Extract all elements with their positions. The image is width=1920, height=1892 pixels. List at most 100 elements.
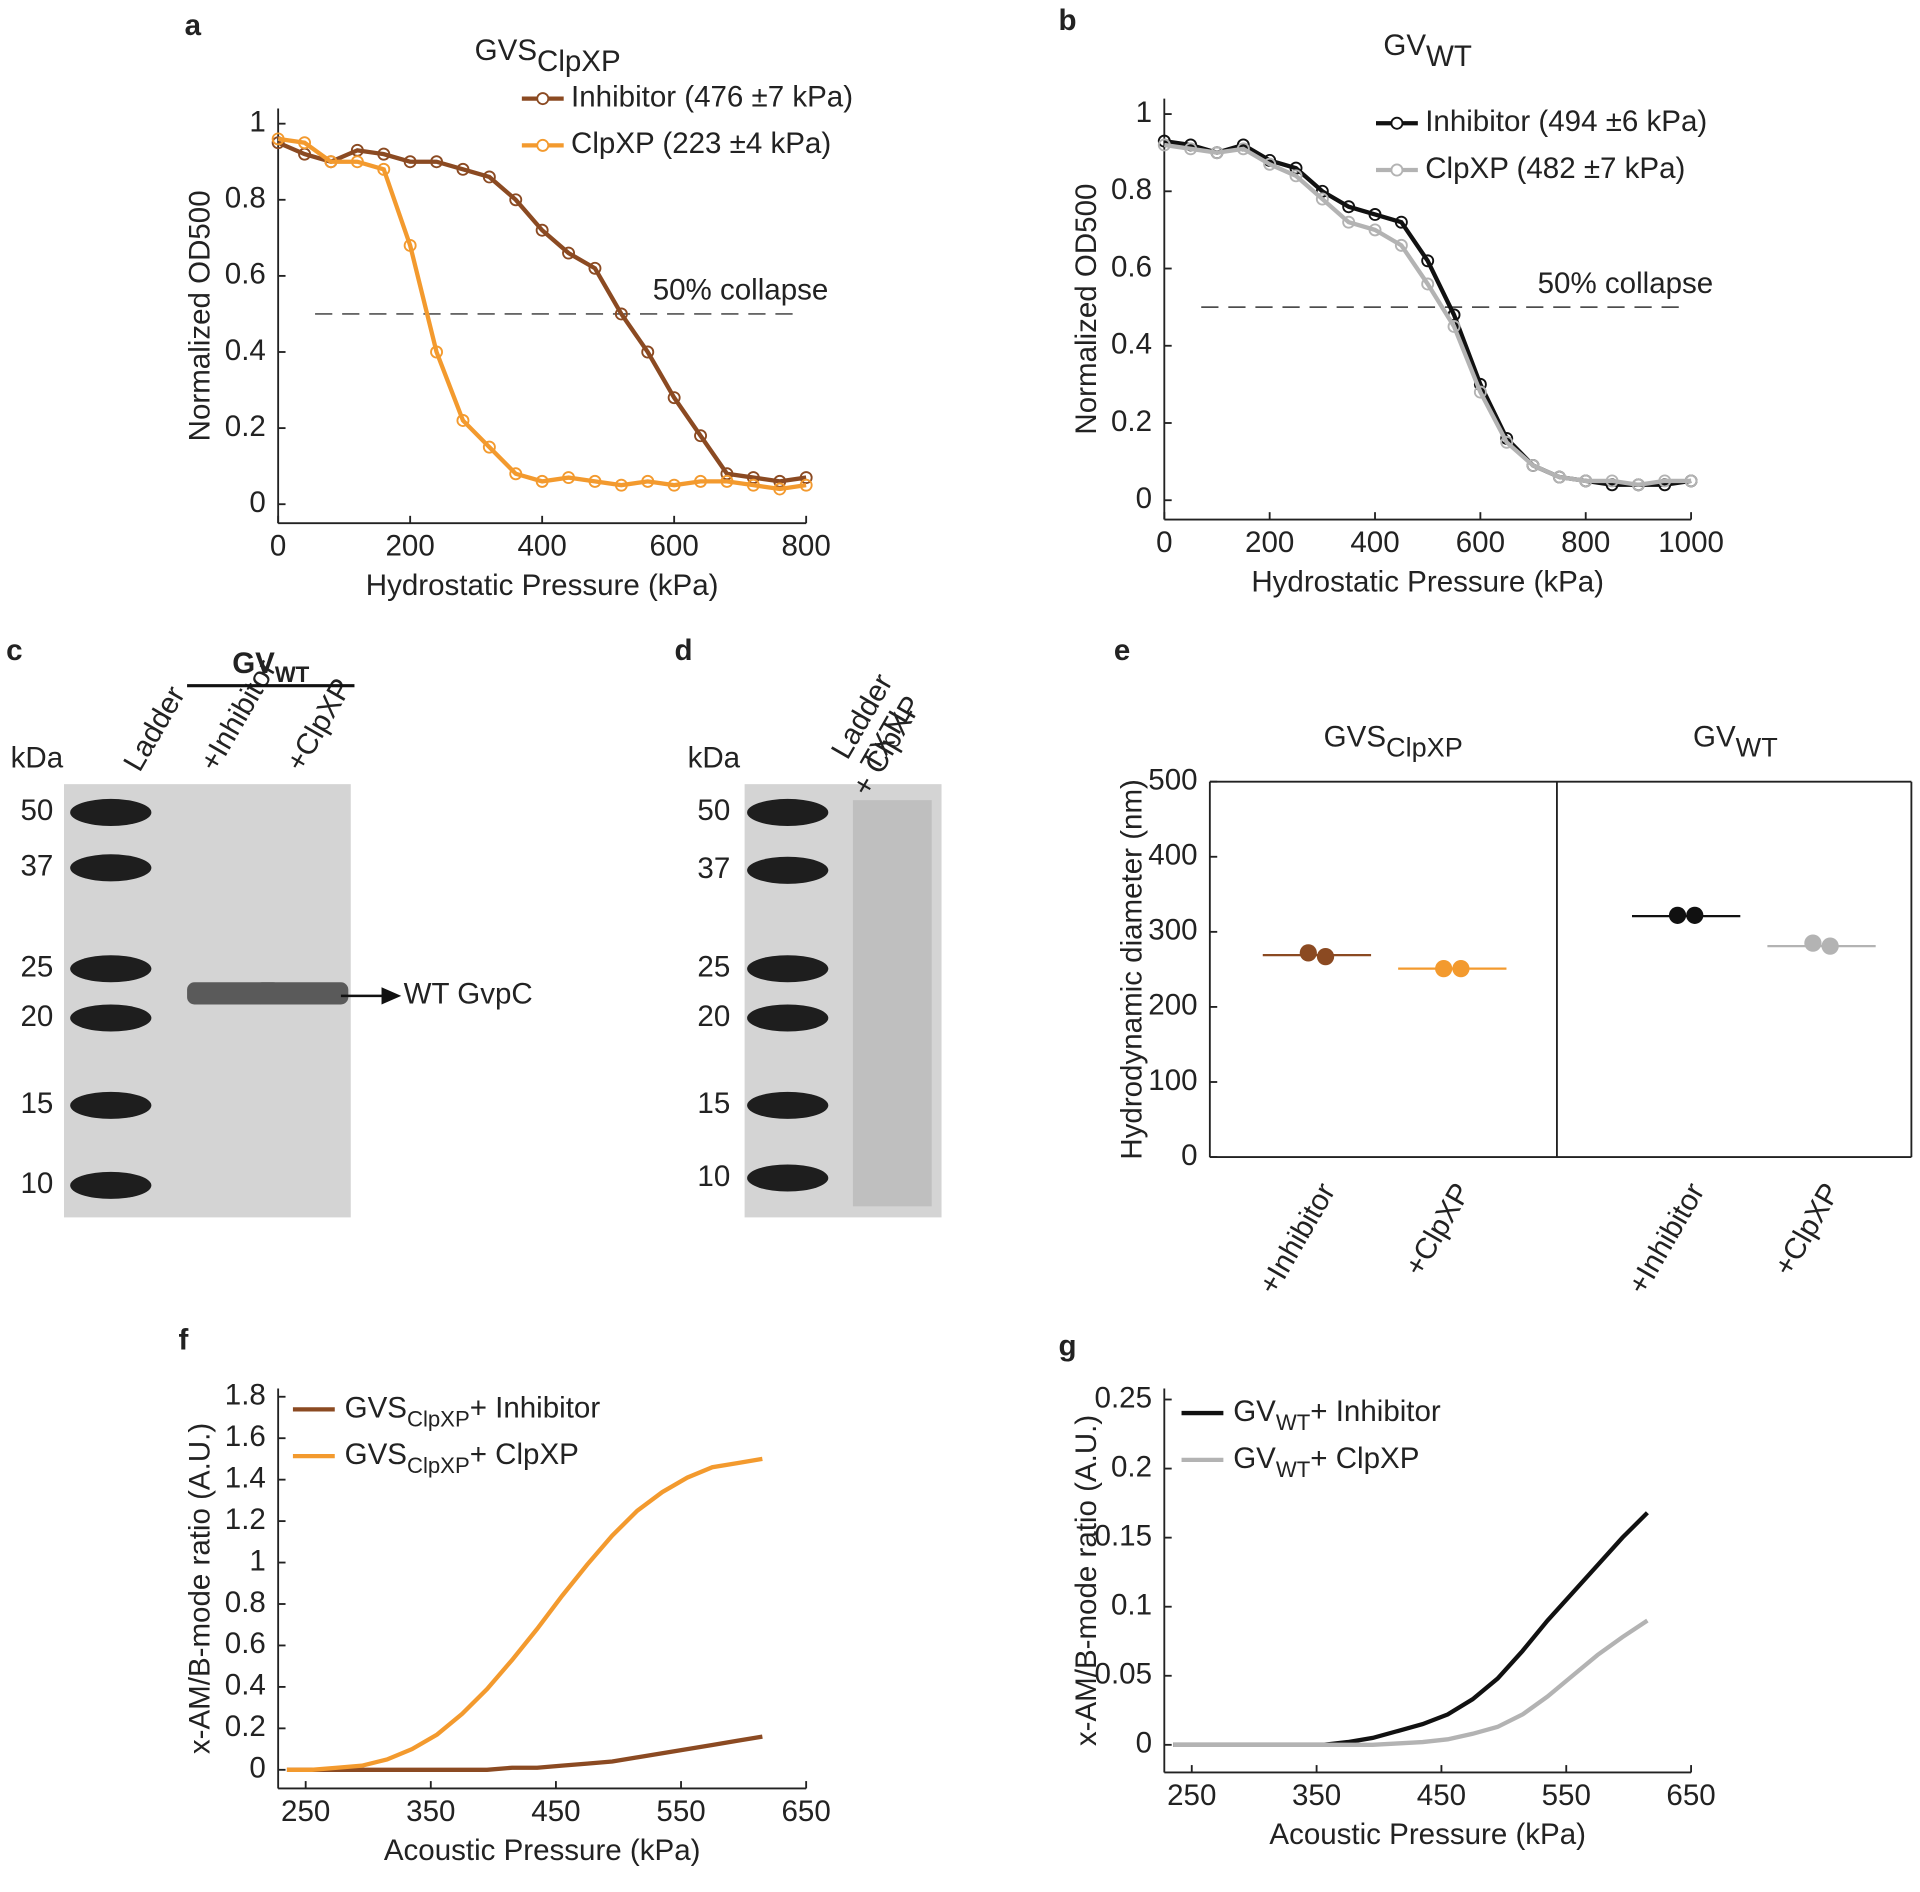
y-axis-label: Normalized OD500 bbox=[1070, 184, 1103, 435]
data-point bbox=[535, 474, 549, 488]
data-point bbox=[1821, 937, 1839, 955]
y-tick-label: 0 bbox=[1136, 482, 1152, 515]
y-tick-label: 0.4 bbox=[225, 1669, 266, 1702]
ladder-band bbox=[70, 1091, 152, 1119]
legend-marker bbox=[536, 138, 550, 152]
data-point bbox=[588, 474, 602, 488]
ladder-band bbox=[747, 1004, 829, 1032]
chart-title: GVWT bbox=[1383, 29, 1472, 73]
arrow-head bbox=[381, 987, 402, 1005]
data-point bbox=[324, 155, 338, 169]
x-tick-label: 600 bbox=[1456, 526, 1505, 559]
ladder-band bbox=[70, 1171, 152, 1199]
data-point bbox=[746, 478, 760, 492]
legend-label: GVWT+ Inhibitor bbox=[1233, 1395, 1441, 1435]
y-tick-label: 0.8 bbox=[1111, 173, 1152, 206]
x-tick-label: 600 bbox=[650, 530, 699, 563]
y-tick-label: 0.8 bbox=[225, 1586, 266, 1619]
group-label-part: GVS bbox=[1324, 720, 1386, 753]
x-tick-label: 0 bbox=[1156, 526, 1172, 559]
data-point bbox=[271, 132, 285, 146]
data-point bbox=[1299, 944, 1317, 962]
data-point bbox=[799, 478, 813, 492]
y-tick-label: 1 bbox=[249, 105, 265, 138]
legend-label-part: WT bbox=[1276, 1457, 1311, 1482]
legend-label-part: ClpXP bbox=[407, 1453, 470, 1478]
group-label: GVSClpXP bbox=[1324, 720, 1463, 762]
data-point bbox=[298, 136, 312, 150]
y-tick-label: 0.2 bbox=[1111, 1450, 1152, 1483]
series-line bbox=[277, 140, 807, 484]
marker-label: 15 bbox=[21, 1087, 54, 1120]
data-point bbox=[1658, 474, 1672, 488]
x-tick-label: +ClpXP bbox=[1398, 1178, 1477, 1282]
data-point bbox=[1473, 385, 1487, 399]
y-tick-label: 0.25 bbox=[1095, 1381, 1152, 1414]
y-tick-label: 0.4 bbox=[225, 334, 266, 367]
arrow-label: WT GvpC bbox=[404, 978, 533, 1011]
x-tick-label: 650 bbox=[1666, 1779, 1715, 1812]
data-point bbox=[1435, 960, 1453, 978]
y-tick-label: 0.6 bbox=[1111, 250, 1152, 283]
data-point bbox=[667, 478, 681, 492]
data-point bbox=[1526, 459, 1540, 472]
marker-label: 50 bbox=[21, 794, 54, 827]
x-tick-label: 800 bbox=[782, 530, 831, 563]
data-point bbox=[1804, 934, 1822, 952]
data-point bbox=[1579, 474, 1593, 488]
marker-label: 10 bbox=[697, 1160, 730, 1193]
x-tick-label: 350 bbox=[406, 1795, 455, 1828]
legend-label-part: + ClpXP bbox=[1310, 1442, 1419, 1475]
data-point bbox=[1315, 192, 1329, 206]
legend-label: ClpXP (223 ±4 kPa) bbox=[571, 127, 831, 160]
data-point bbox=[1289, 169, 1303, 183]
legend-label: Inhibitor (494 ±6 kPa) bbox=[1425, 105, 1707, 138]
data-point bbox=[641, 474, 655, 488]
unit-label: kDa bbox=[11, 741, 64, 774]
lane-label: +ClpXP bbox=[280, 673, 359, 777]
ladder-band bbox=[747, 856, 829, 884]
data-point bbox=[1316, 948, 1335, 966]
group-label-part: GV bbox=[1693, 720, 1736, 753]
data-point bbox=[509, 467, 523, 481]
x-axis-label: Hydrostatic Pressure (kPa) bbox=[366, 569, 719, 602]
data-point bbox=[1605, 474, 1619, 488]
series-line bbox=[1163, 138, 1692, 487]
data-point bbox=[1394, 215, 1408, 229]
data-point bbox=[1500, 435, 1514, 449]
chart-title-part: GVS bbox=[475, 34, 537, 67]
marker-label: 20 bbox=[21, 1000, 54, 1033]
data-point bbox=[694, 429, 708, 443]
legend-label-part: + Inhibitor bbox=[1310, 1395, 1441, 1428]
x-tick-label: 550 bbox=[656, 1795, 705, 1828]
y-tick-label: 0 bbox=[1181, 1139, 1197, 1172]
series-line bbox=[1163, 142, 1692, 487]
chart-title: GVSClpXP bbox=[475, 34, 621, 78]
data-point bbox=[1684, 474, 1698, 488]
data-point bbox=[403, 155, 417, 169]
data-point bbox=[773, 482, 787, 496]
data-point bbox=[1552, 470, 1566, 484]
data-point bbox=[667, 391, 681, 405]
group-label-part: WT bbox=[1736, 732, 1778, 763]
legend-label-part: + Inhibitor bbox=[470, 1391, 601, 1424]
legend-label-part: GVS bbox=[345, 1391, 407, 1424]
marker-label: 10 bbox=[21, 1167, 54, 1200]
y-tick-label: 0.2 bbox=[225, 1710, 266, 1743]
legend-label: GVSClpXP+ ClpXP bbox=[345, 1438, 579, 1478]
x-tick-label: 800 bbox=[1561, 526, 1610, 559]
legend-label-part: GVS bbox=[345, 1438, 407, 1471]
series-line bbox=[277, 136, 807, 492]
y-axis-label: Hydrodynamic diameter (nm) bbox=[1115, 779, 1148, 1160]
legend-label: Inhibitor (476 ±7 kPa) bbox=[571, 80, 853, 113]
gel-header: GVWT bbox=[232, 647, 310, 687]
data-point bbox=[1447, 319, 1461, 333]
data-point bbox=[1210, 146, 1224, 160]
marker-label: 25 bbox=[21, 951, 54, 984]
x-tick-label: 450 bbox=[531, 1795, 580, 1828]
data-point bbox=[482, 440, 496, 454]
data-point bbox=[614, 307, 628, 321]
data-point bbox=[509, 193, 523, 207]
data-point bbox=[1452, 960, 1470, 978]
data-point bbox=[1668, 906, 1687, 924]
